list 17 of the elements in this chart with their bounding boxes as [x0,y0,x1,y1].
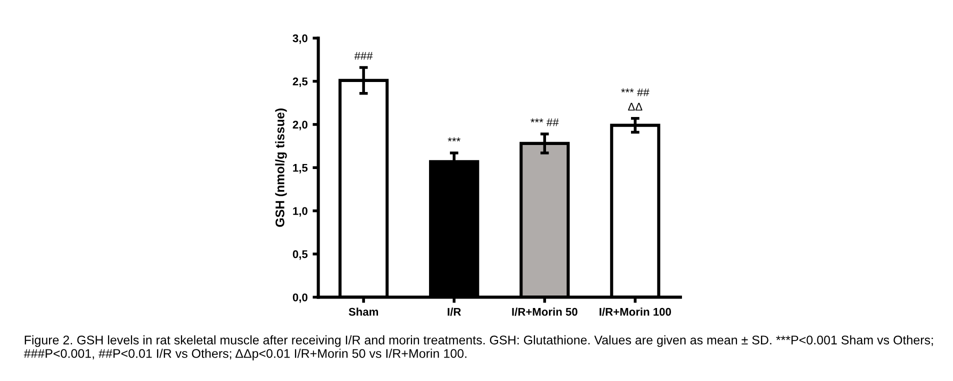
y-tick-label: 2,5 [292,78,308,88]
annotation: *** [448,137,460,142]
y-tick-label: 3,0 [292,34,308,44]
caption: Figure 2. GSH levels in rat skeletal muscle after receiving I/R and morin treatments. GSH: Glutathione. Values are given as mean ± SD. ***P<0.001 Sham vs Others; ###P<0.001, ##P<0.01 I/R vs Others; ΔΔp<0.01 I/R+Morin 50 vs I/R+Morin 100. [24,335,933,360]
annotation: *** ## ΔΔ [621,88,650,111]
y-tick-label: 1,0 [293,207,308,217]
y-tick-label: 0,0 [292,293,308,303]
y-axis-title: GSH (nmol/g tissue) [275,108,287,227]
annotation: *** ## [530,118,559,126]
annotation: ### [354,52,373,60]
x-tick-label: I/R+Morin 50 [512,308,578,316]
y-tick-label: 2,0 [292,120,308,130]
x-tick-label: I/R [448,308,461,316]
y-tick-label: 0,5 [292,250,308,260]
x-tick-label: I/R+Morin 100 [600,308,671,316]
y-tick-label: 1,5 [293,164,308,174]
x-tick-label: Sham [348,308,378,316]
